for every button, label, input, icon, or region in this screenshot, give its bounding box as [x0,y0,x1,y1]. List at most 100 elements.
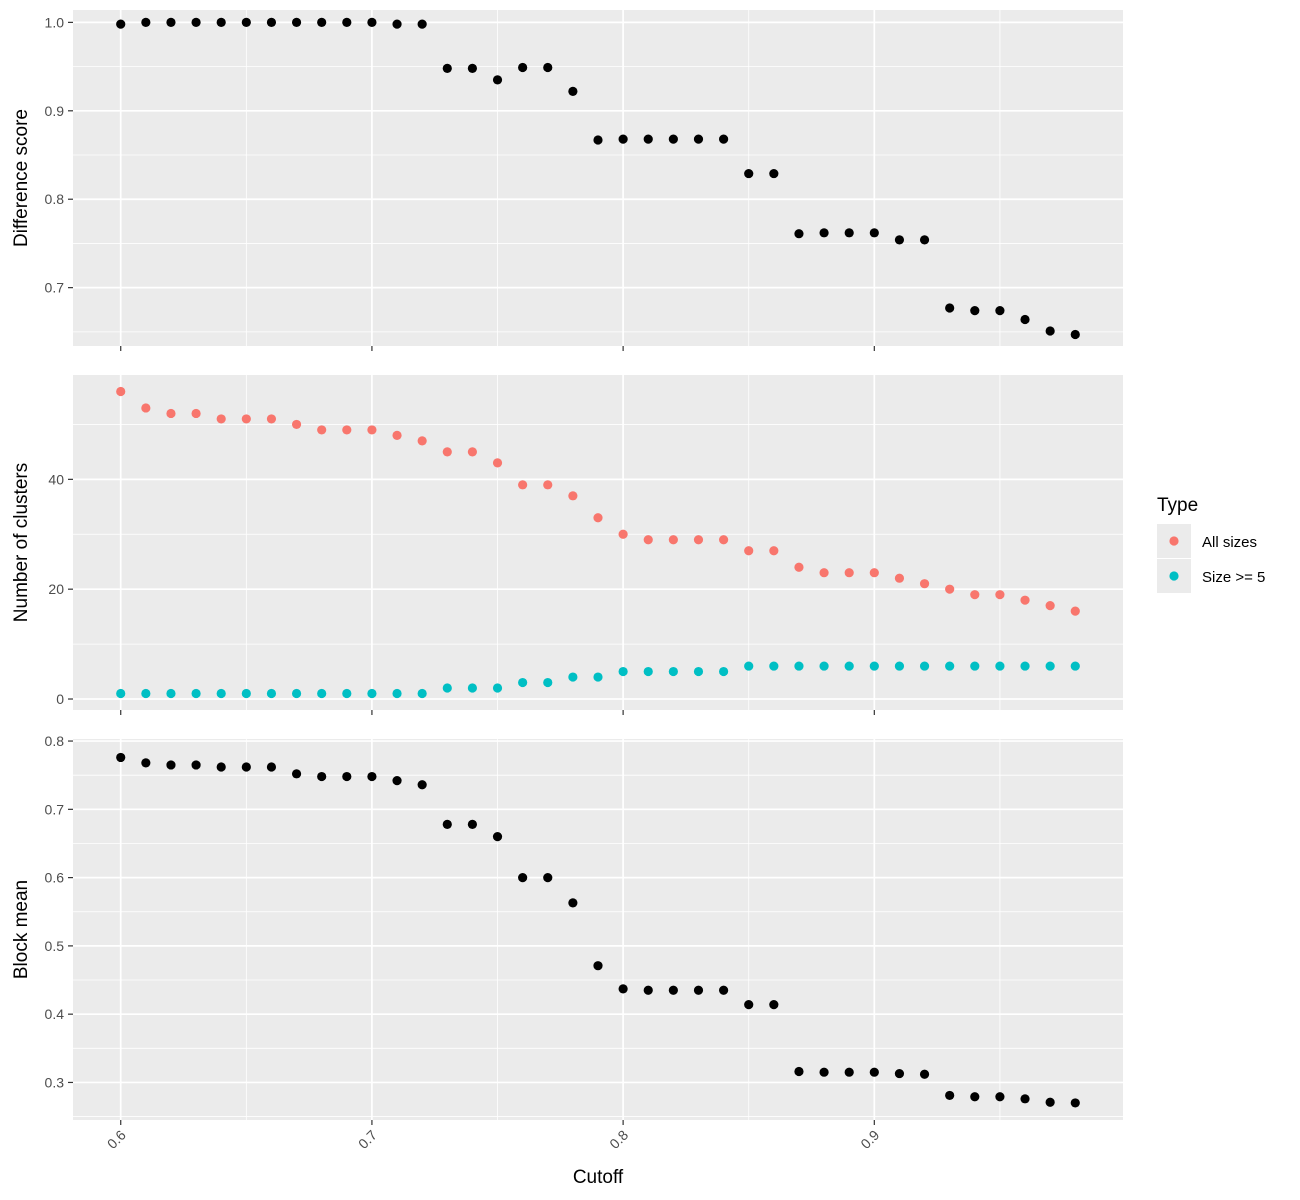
data-point [618,984,628,994]
data-point [291,419,302,430]
data-point [643,535,653,545]
series-1 [116,752,1080,1108]
y-tick-label: 0.7 [45,801,65,817]
data-point [467,683,478,693]
y-axis-title: Number of clusters [11,463,32,622]
data-point [693,535,704,545]
data-point [668,535,678,545]
panel-1: 0.7 0.8 0.9 1.0 Difference score [11,10,1123,351]
data-point [116,688,126,699]
x-axis-title: Cutoff [573,1167,624,1188]
data-point [593,513,603,523]
x-axis: 0.6 0.7 0.8 0.9 Cutoff [104,1127,883,1188]
data-point [995,306,1005,316]
data-point [518,480,528,490]
data-point [995,661,1005,671]
data-point [191,408,201,419]
data-point [945,1090,955,1101]
data-point [367,17,377,27]
data-point [668,134,678,144]
y-tick-label: 0.5 [45,938,65,954]
data-point [543,480,553,490]
data-point [769,661,779,671]
data-point [643,985,653,995]
y-tick-label: 0.8 [45,191,65,207]
data-point [869,228,879,238]
data-point [116,752,126,763]
data-point [392,688,402,699]
data-point [1045,601,1055,611]
data-point [769,1000,779,1010]
x-tick-label: 0.7 [355,1127,380,1152]
data-point [744,168,754,179]
data-point [1070,1098,1080,1108]
data-point [819,228,829,238]
data-point [141,403,151,413]
data-point [241,17,251,27]
data-point [819,568,829,578]
panel-background [73,739,1123,1120]
x-tick-label: 0.6 [104,1127,129,1152]
data-point [317,17,327,27]
data-point [342,688,352,699]
data-point [116,386,126,397]
data-point [166,408,176,419]
data-point [342,771,352,782]
data-point [844,661,854,671]
data-point [995,1092,1005,1102]
data-point [367,688,377,699]
panel-background [73,375,1123,710]
y-tick-label: 0 [56,691,64,707]
panel-background [73,10,1123,346]
data-point [191,17,201,27]
data-point [216,17,226,27]
data-point [894,1068,905,1079]
data-point [1020,595,1030,605]
data-point [769,546,779,556]
data-point [769,168,779,179]
data-point [744,1000,754,1010]
y-tick-label: 0.4 [45,1006,65,1022]
y-tick-label: 0.3 [45,1074,65,1090]
data-point [744,661,754,671]
data-point [568,86,578,96]
data-point [643,666,653,677]
data-point [266,762,277,772]
data-point [869,1067,879,1077]
data-point [141,17,151,27]
data-point [492,75,503,85]
data-point [317,771,327,782]
data-point [1045,326,1055,336]
data-point [442,683,452,693]
data-point [216,762,226,772]
data-point [442,819,452,829]
data-point [317,688,327,699]
data-point [1020,1094,1030,1104]
data-point [342,17,352,27]
data-point [1020,661,1030,671]
data-point [568,898,578,908]
data-point [819,661,829,671]
data-point [568,491,578,501]
legend-key-point [1169,571,1179,581]
data-point [1020,314,1030,325]
data-point [367,771,377,782]
data-point [467,63,478,73]
data-point [819,1067,829,1077]
data-point [844,1067,854,1077]
data-point [869,568,879,578]
data-point [543,62,553,73]
data-point [718,985,729,995]
legend: Type All sizes Size >= 5 [1157,495,1265,593]
y-axis-title: Difference score [11,109,32,247]
panels-layer: 0.7 0.8 0.9 1.0 Difference score 0 20 40 Number … [11,10,1123,1125]
legend-key-point [1169,536,1179,546]
data-point [945,303,955,313]
data-point [593,135,603,145]
data-point [844,228,854,238]
data-point [1045,1097,1055,1107]
data-point [718,535,729,545]
data-point [166,17,176,27]
data-point [317,425,327,435]
data-point [291,17,302,27]
